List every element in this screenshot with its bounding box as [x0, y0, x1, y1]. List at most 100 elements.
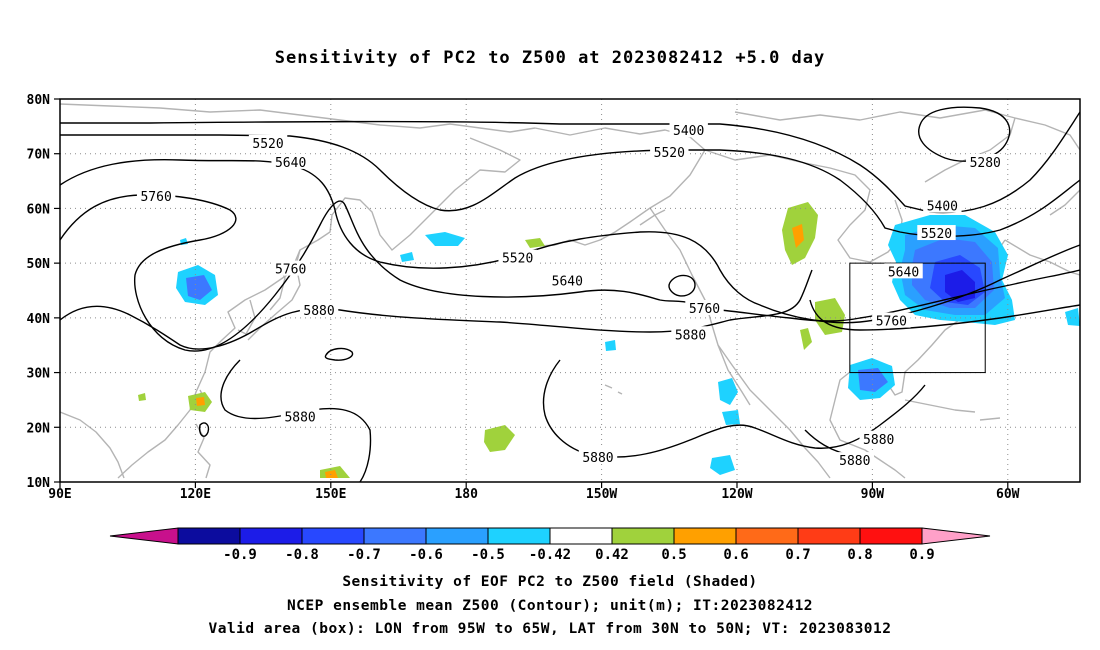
- shade-blob-small-7: [484, 425, 515, 452]
- colorbar-label: -0.42: [529, 547, 571, 563]
- colorbar-swatch: [301, 527, 365, 545]
- shade-blob-negative-gulf-2: [858, 368, 888, 392]
- latitude-axis: 80N 70N 60N 50N 40N 30N 20N 10N: [27, 93, 60, 491]
- lon-tick-label: 150E: [315, 487, 346, 502]
- lat-tick-label: 60N: [27, 202, 51, 217]
- valid-area-box: [849, 262, 986, 374]
- contour-label: 5520: [502, 252, 533, 267]
- contour-label-bg: [685, 300, 724, 316]
- map-frame: [59, 98, 1081, 483]
- shade-blob-small-2: [400, 252, 414, 262]
- contour-label-bg: [835, 452, 874, 468]
- colorbar-label: 0.7: [785, 547, 810, 563]
- contour-label-bg: [923, 197, 962, 213]
- contour-label: 5640: [552, 275, 583, 290]
- contour-label: 5880: [582, 451, 613, 466]
- contour-5760-small-high: [668, 274, 696, 297]
- contour-label: 5760: [689, 302, 720, 317]
- colorbar-swatch: [549, 527, 613, 545]
- contour-label-bg: [671, 326, 710, 342]
- caption-line-3: Valid area (box): LON from 95W to 65W, L…: [208, 621, 892, 637]
- lon-tick-label: 60W: [996, 487, 1020, 502]
- contour-label: 5880: [839, 454, 870, 469]
- contour-label-bg: [917, 225, 956, 241]
- contour-label-bg: [280, 408, 320, 424]
- contour-label: 5400: [927, 200, 958, 215]
- coastline-maritimes: [1004, 239, 1080, 276]
- shade-blob-small-6: [196, 397, 205, 406]
- contour-5400: [60, 111, 1080, 214]
- colorbar-swatch: [611, 527, 675, 545]
- contour-label-bg: [872, 312, 911, 328]
- lat-tick-label: 80N: [27, 93, 51, 108]
- shade-blob-small-10: [718, 378, 738, 405]
- shade-blob-small-14: [605, 340, 616, 351]
- shade-blob-positive-central-2: [800, 328, 812, 350]
- contour-label-bg: [136, 187, 176, 203]
- lat-tick-label: 20N: [27, 421, 51, 436]
- colorbar-swatch: [239, 527, 303, 545]
- caribbean-islands: [904, 399, 1001, 421]
- contour-label-bg: [650, 144, 689, 160]
- lon-tick-label: 150W: [586, 487, 617, 502]
- lat-tick-label: 70N: [27, 148, 51, 163]
- colorbar-label: -0.7: [347, 547, 381, 563]
- colorbar: -0.9 -0.8 -0.7 -0.6 -0.5 -0.42 0.42 0.5 0.6 0.7 0.…: [109, 527, 991, 563]
- contour-label: 5760: [275, 263, 306, 278]
- contour-label-bg: [578, 448, 618, 464]
- coastline-baja: [717, 344, 751, 406]
- colorbar-label: 0.6: [723, 547, 748, 563]
- lat-tick-label: 30N: [27, 367, 51, 382]
- contour-label: 5880: [284, 410, 315, 425]
- contour-label-bg: [271, 260, 310, 276]
- contour-5880-high-center: [324, 347, 354, 361]
- coastline-india: [60, 411, 125, 479]
- coastline-arctic-islands: [734, 109, 1016, 183]
- contour-label: 5880: [675, 328, 706, 343]
- contour-label: 5880: [303, 304, 334, 319]
- contour-label-bg: [669, 122, 708, 138]
- contour-label: 5760: [876, 315, 907, 330]
- contour-label-bg: [299, 302, 339, 318]
- colorbar-swatch: [735, 527, 799, 545]
- shade-blob-small-11: [722, 410, 740, 425]
- contour-label: 5520: [654, 146, 685, 161]
- contour-5880-west: [60, 269, 1080, 350]
- contour-label-bg: [884, 263, 923, 279]
- contour-label-bg: [271, 153, 310, 169]
- contour-label-bg: [248, 134, 288, 150]
- colorbar-label: 0.42: [595, 547, 629, 563]
- contour-label: 5640: [275, 156, 306, 171]
- colorbar-label: -0.5: [471, 547, 505, 563]
- colorbar-label: -0.8: [285, 547, 319, 563]
- shade-blob-small-1: [425, 232, 465, 246]
- colorbar-label: -0.9: [223, 547, 257, 563]
- lon-tick-label: 120W: [721, 487, 752, 502]
- coastline-siberia: [60, 103, 536, 133]
- shade-blob-negative-asia-2: [186, 275, 212, 300]
- lat-tick-label: 40N: [27, 312, 51, 327]
- colorbar-label: 0.5: [661, 547, 686, 563]
- shade-blob-small-9: [325, 470, 338, 478]
- pacific-island-hawaii: [604, 384, 623, 395]
- contour-taiwan: [198, 422, 210, 437]
- coastline-us-west: [649, 207, 831, 479]
- caption-line-2: NCEP ensemble mean Z500 (Contour); unit(…: [286, 598, 814, 614]
- z500-contours: [60, 106, 1080, 482]
- longitude-axis: 90E 120E 150E 180 150W 120W 90W 60W: [48, 482, 1020, 502]
- colorbar-swatch: [673, 527, 737, 545]
- colorbar-swatch: [487, 527, 551, 545]
- colorbar-swatch: [177, 527, 241, 545]
- contour-label-bg: [548, 272, 587, 288]
- page-title: Sensitivity of PC2 to Z500 at 2023082412…: [274, 48, 826, 68]
- caption-line-1: Sensitivity of EOF PC2 to Z500 field (Sh…: [342, 574, 758, 590]
- contour-label-bg: [498, 249, 537, 265]
- lon-tick-label: 180: [454, 487, 478, 502]
- coastline-korea: [237, 299, 256, 335]
- colorbar-swatch: [425, 527, 489, 545]
- lon-tick-label: 90E: [48, 487, 71, 502]
- colorbar-swatch: [797, 527, 861, 545]
- colorbar-high-triangle: [921, 527, 991, 545]
- lon-tick-label: 90W: [861, 487, 885, 502]
